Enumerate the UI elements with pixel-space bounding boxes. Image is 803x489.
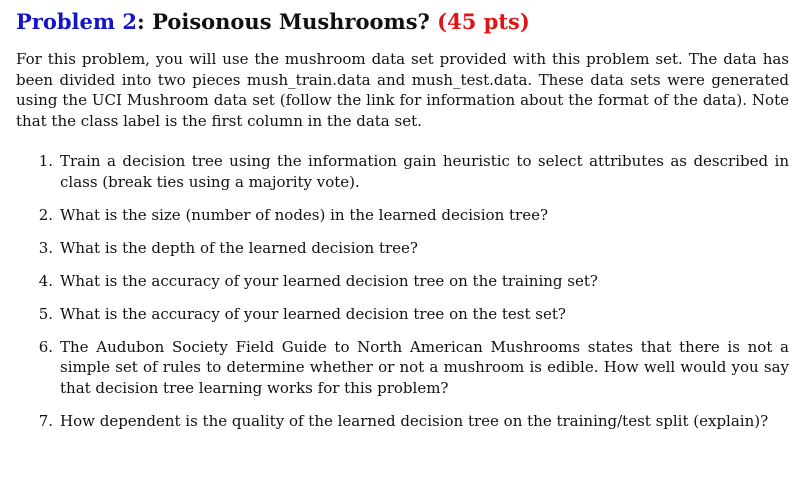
problem-title: Poisonous Mushrooms? xyxy=(152,9,438,34)
question-number: 7. xyxy=(38,411,53,430)
question-item: 4. What is the accuracy of your learned … xyxy=(16,271,789,292)
question-text: How dependent is the quality of the lear… xyxy=(60,411,769,430)
problem-heading: Problem 2: Poisonous Mushrooms? (45 pts) xyxy=(16,9,789,35)
intro-paragraph: For this problem, you will use the mushr… xyxy=(16,50,789,130)
question-item: 3. What is the depth of the learned deci… xyxy=(16,238,789,259)
problem-number: Problem 2 xyxy=(16,9,138,34)
question-item: 2. What is the size (number of nodes) in… xyxy=(16,205,789,226)
question-text: What is the accuracy of your learned dec… xyxy=(60,271,598,290)
question-number: 2. xyxy=(38,205,53,224)
points-label: (45 pts) xyxy=(437,9,530,34)
question-item: 1. Train a decision tree using the infor… xyxy=(16,151,789,192)
question-item: 6. The Audubon Society Field Guide to No… xyxy=(16,337,789,399)
question-item: 5. What is the accuracy of your learned … xyxy=(16,304,789,325)
heading-separator: : xyxy=(137,9,153,34)
question-number: 6. xyxy=(38,337,53,356)
question-item: 7. How dependent is the quality of the l… xyxy=(16,411,789,432)
question-text: What is the accuracy of your learned dec… xyxy=(60,304,566,323)
question-number: 3. xyxy=(38,238,53,257)
question-text: The Audubon Society Field Guide to North… xyxy=(60,337,789,397)
question-text: Train a decision tree using the informat… xyxy=(60,152,789,191)
question-list: 1. Train a decision tree using the infor… xyxy=(16,151,789,431)
question-text: What is the size (number of nodes) in th… xyxy=(60,205,548,224)
question-number: 1. xyxy=(38,152,53,170)
question-number: 5. xyxy=(38,304,53,323)
question-number: 4. xyxy=(38,271,53,290)
question-text: What is the depth of the learned decisio… xyxy=(60,238,418,257)
